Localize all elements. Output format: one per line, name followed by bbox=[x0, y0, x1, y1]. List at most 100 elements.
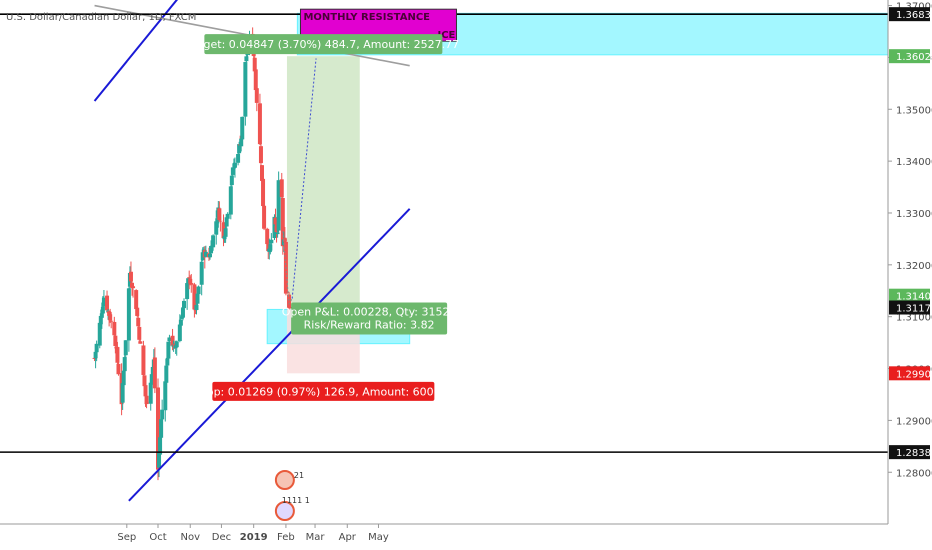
candle bbox=[179, 316, 184, 319]
candle bbox=[167, 337, 172, 342]
candle bbox=[257, 103, 262, 145]
candle bbox=[265, 228, 270, 245]
price-tag-label: 1.36834 bbox=[896, 10, 932, 21]
candle bbox=[170, 335, 175, 346]
price-tag-label: 1.36024 bbox=[896, 52, 932, 63]
projection-path bbox=[282, 231, 293, 306]
candle bbox=[138, 341, 143, 344]
candle bbox=[225, 213, 230, 219]
candle bbox=[166, 341, 171, 359]
event-count: 1111 1 bbox=[282, 496, 310, 505]
risk-reward-label: Risk/Reward Ratio: 3.82 bbox=[304, 319, 435, 332]
candle bbox=[178, 319, 183, 326]
candle bbox=[192, 284, 197, 310]
profit-area bbox=[286, 56, 360, 308]
candle bbox=[280, 197, 285, 247]
candle bbox=[115, 347, 120, 363]
candle bbox=[105, 295, 110, 311]
candles-layer bbox=[92, 27, 292, 481]
candle bbox=[107, 311, 112, 316]
candle bbox=[218, 220, 223, 222]
candle bbox=[194, 304, 199, 310]
resistance-label-fragment: ICE bbox=[437, 30, 455, 41]
candle bbox=[182, 300, 186, 309]
candle bbox=[100, 306, 105, 314]
stop-label: Stop: 0.01269 (0.97%) 126.9, Amount: 600… bbox=[196, 385, 452, 398]
candle bbox=[281, 239, 286, 246]
candle bbox=[92, 357, 97, 359]
price-tick-label: 1.37000 bbox=[896, 2, 932, 13]
candle bbox=[188, 278, 193, 284]
candle bbox=[189, 283, 194, 285]
us-flag-icon bbox=[274, 501, 295, 521]
candle bbox=[101, 297, 106, 307]
candle bbox=[208, 254, 212, 258]
candle bbox=[221, 222, 226, 239]
time-tick-label: Oct bbox=[149, 532, 166, 543]
pnl-label: Open P&L: 0.00228, Qty: 31520 bbox=[282, 306, 457, 319]
canada-flag-icon bbox=[274, 470, 295, 490]
candle bbox=[174, 341, 179, 348]
candle bbox=[229, 175, 234, 186]
candle bbox=[113, 335, 118, 347]
price-tick-label: 1.28000 bbox=[896, 468, 932, 479]
candle bbox=[240, 116, 245, 140]
candle bbox=[237, 144, 242, 154]
time-tick-label: Nov bbox=[180, 532, 200, 543]
candle bbox=[269, 239, 274, 244]
chart-title: U.S. Dollar/Canadian Dollar, 1D, FXCM bbox=[6, 12, 196, 23]
candle bbox=[149, 374, 154, 384]
candle bbox=[224, 217, 229, 227]
candle bbox=[232, 162, 237, 168]
candle bbox=[134, 290, 139, 310]
candle bbox=[215, 218, 220, 224]
candle bbox=[214, 221, 219, 235]
candle bbox=[239, 138, 244, 147]
candle bbox=[158, 437, 163, 455]
candle bbox=[159, 419, 164, 438]
candle bbox=[152, 357, 157, 389]
candle bbox=[163, 381, 168, 411]
candle bbox=[268, 244, 273, 251]
candle bbox=[93, 351, 98, 359]
candle bbox=[136, 317, 141, 327]
price-tag-box bbox=[889, 300, 930, 315]
candle bbox=[272, 216, 277, 239]
price-tick-label: 1.34000 bbox=[896, 157, 932, 168]
candle bbox=[94, 343, 99, 353]
candle bbox=[186, 278, 191, 284]
price-tag-box bbox=[889, 49, 930, 64]
time-tick-label: 2019 bbox=[240, 532, 268, 543]
target-label: Target: 0.04847 (3.70%) 484.7, Amount: 2… bbox=[187, 38, 460, 51]
candle bbox=[157, 452, 162, 468]
resistance-label: MONTHLY RESISTANCE bbox=[303, 12, 430, 23]
candle bbox=[244, 56, 249, 62]
candle bbox=[144, 395, 149, 405]
candle bbox=[143, 385, 148, 397]
candle bbox=[135, 307, 140, 316]
price-tag-box bbox=[889, 366, 930, 381]
price-tag-label: 1.28388 bbox=[896, 448, 932, 459]
candle bbox=[123, 340, 128, 356]
candle bbox=[211, 235, 216, 248]
candle bbox=[131, 286, 136, 289]
candle bbox=[109, 320, 114, 322]
candle bbox=[260, 165, 264, 181]
candle bbox=[196, 286, 201, 295]
candle bbox=[266, 243, 271, 252]
candle bbox=[231, 167, 236, 169]
price-tag-box bbox=[889, 445, 930, 460]
candle bbox=[195, 293, 200, 304]
candle bbox=[217, 208, 222, 221]
candle bbox=[141, 345, 146, 375]
trendline bbox=[93, 0, 178, 102]
candle bbox=[98, 315, 103, 325]
price-tick-label: 1.29000 bbox=[896, 416, 932, 427]
candle bbox=[223, 228, 228, 237]
candle bbox=[180, 308, 185, 318]
time-tick-label: Mar bbox=[306, 532, 326, 543]
target-label-box bbox=[204, 34, 443, 55]
